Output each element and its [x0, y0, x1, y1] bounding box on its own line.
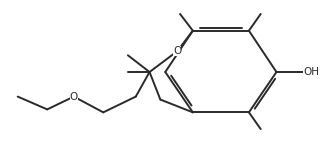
- Text: O: O: [70, 92, 78, 102]
- Text: OH: OH: [303, 67, 319, 77]
- Text: O: O: [173, 46, 181, 56]
